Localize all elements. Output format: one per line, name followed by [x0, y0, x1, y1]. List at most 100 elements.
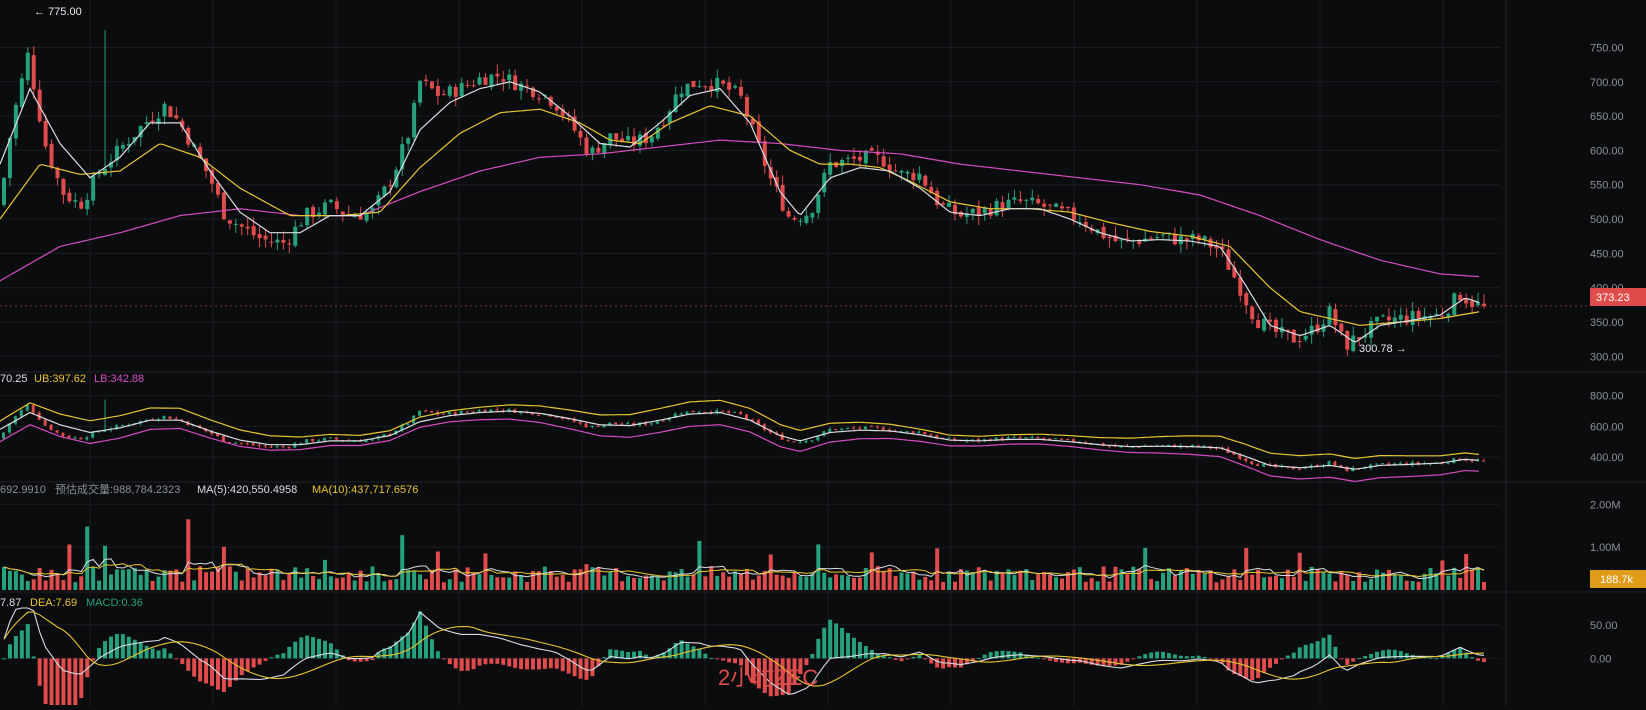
- boll-candle-body: [721, 410, 725, 412]
- volume-bar: [180, 581, 185, 590]
- boll-candle-body: [614, 422, 618, 424]
- candle-body: [953, 204, 958, 215]
- boll-candle-body: [144, 420, 148, 422]
- volume-bar: [471, 572, 476, 590]
- macd-histogram-bar: [328, 643, 333, 659]
- macd-histogram-bar: [168, 653, 173, 659]
- volume-bar: [1184, 568, 1189, 590]
- candle-body: [79, 201, 84, 209]
- candle-body: [1369, 321, 1374, 338]
- macd-histogram-bar: [750, 658, 755, 684]
- volume-bar: [305, 568, 310, 590]
- boll-candle-body: [822, 431, 826, 436]
- macd-histogram-bar: [715, 658, 720, 660]
- macd-histogram-bar: [1155, 651, 1160, 659]
- macd-histogram-bar: [293, 641, 298, 659]
- boll-candle-body: [79, 437, 83, 440]
- candle-body: [174, 115, 179, 119]
- volume-bar: [97, 580, 102, 590]
- axis-tick-label: 750.00: [1590, 42, 1624, 54]
- volume-bar: [750, 579, 755, 590]
- macd-histogram-bar: [513, 658, 518, 668]
- volume-bar: [1131, 566, 1136, 590]
- macd-histogram-bar: [637, 650, 642, 659]
- candle-body: [655, 127, 660, 139]
- macd-histogram-bar: [144, 645, 149, 659]
- boll-candle-body: [828, 428, 832, 432]
- volume-bar: [79, 576, 84, 590]
- boll-candle-body: [851, 427, 855, 429]
- macd-histogram-bar: [1166, 653, 1171, 659]
- volume-bar: [1042, 571, 1047, 590]
- volume-bar: [804, 576, 809, 590]
- boll-candle-body: [495, 409, 499, 411]
- volume-bar: [1006, 569, 1011, 590]
- volume-bar: [774, 574, 779, 590]
- macd-histogram-bar: [317, 638, 322, 659]
- volume-bar: [1464, 554, 1469, 590]
- candle-body: [519, 83, 524, 91]
- macd-histogram-bar: [1416, 656, 1421, 659]
- macd-histogram-bar: [958, 658, 963, 668]
- volume-bar: [67, 544, 72, 590]
- macd-legend-macd: MACD:0.36: [86, 597, 143, 609]
- boll-candle-body: [1250, 461, 1254, 465]
- macd-histogram-bar: [554, 658, 559, 669]
- candle-body: [1238, 277, 1243, 296]
- candle-body: [334, 201, 339, 210]
- volume-bar: [1214, 582, 1219, 590]
- macd-histogram-bar: [1375, 651, 1380, 659]
- volume-bar: [1476, 567, 1481, 590]
- candle-body: [1404, 315, 1409, 324]
- candle-body: [703, 86, 708, 88]
- macd-histogram-bar: [1369, 653, 1374, 659]
- candle-body: [1042, 203, 1047, 207]
- boll-candle-body: [322, 437, 326, 441]
- volume-bar: [572, 569, 577, 590]
- volume-bar: [1375, 569, 1380, 590]
- axis-tick-label: 450.00: [1590, 248, 1624, 260]
- macd-histogram-bar: [953, 658, 958, 668]
- candle-body: [536, 98, 541, 100]
- macd-histogram-bar: [673, 643, 678, 659]
- candle-body: [435, 85, 440, 96]
- candle-body: [851, 156, 856, 159]
- boll-candle-body: [536, 414, 540, 416]
- volume-bar: [637, 578, 642, 590]
- volume-bar: [1137, 568, 1142, 590]
- boll-candle-body: [584, 423, 588, 428]
- candle-body: [602, 143, 607, 154]
- boll-candle-body: [85, 437, 89, 440]
- macd-histogram-bar: [1018, 652, 1023, 659]
- volume-bar: [1285, 569, 1290, 590]
- volume-bar: [536, 571, 541, 590]
- axis-tick-label: 300.00: [1590, 351, 1624, 363]
- axis-tick-label: 800.00: [1590, 391, 1624, 403]
- boll-candle-body: [328, 437, 332, 439]
- candle-body: [215, 182, 220, 195]
- volume-bar: [370, 566, 375, 590]
- volume-panel: [2, 519, 1486, 590]
- boll-candle-body: [905, 431, 909, 433]
- candle-body: [881, 156, 886, 167]
- macd-histogram-bar: [1357, 658, 1362, 660]
- macd-histogram-bar: [810, 653, 815, 659]
- volume-bar: [1077, 567, 1082, 590]
- candle-body: [257, 234, 262, 239]
- candle-body: [620, 138, 625, 142]
- candle-body: [643, 132, 648, 144]
- volume-bar: [994, 571, 999, 590]
- boll-candle-body: [1244, 458, 1248, 461]
- boll-candle-body: [489, 409, 493, 413]
- boll-candle-body: [857, 427, 861, 429]
- boll-candle-body: [400, 424, 404, 431]
- last-volume-tag: [1590, 570, 1646, 588]
- volume-bar: [1024, 569, 1029, 590]
- macd-histogram-bar: [1404, 653, 1409, 659]
- macd-histogram-bar: [822, 627, 827, 659]
- volume-bar: [156, 576, 161, 590]
- volume-bar: [459, 581, 464, 590]
- volume-bar: [263, 575, 268, 590]
- macd-histogram-bar: [626, 652, 631, 659]
